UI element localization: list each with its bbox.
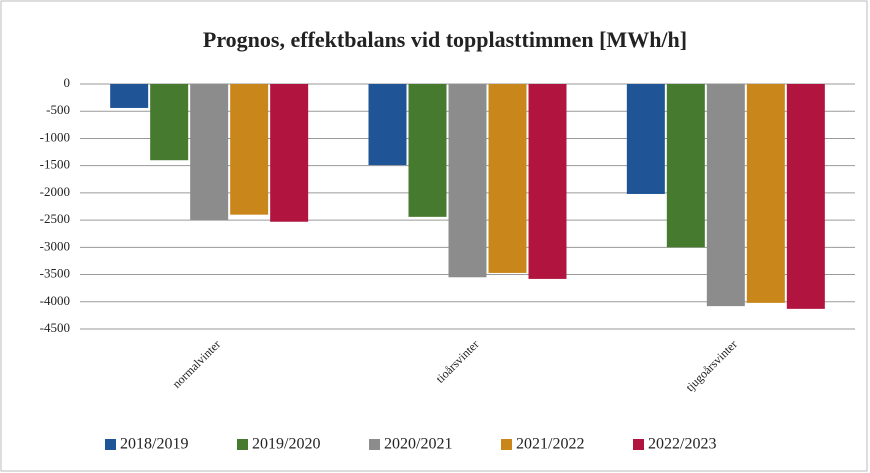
y-tick-label: -500 xyxy=(46,102,70,117)
y-tick-label: -2500 xyxy=(40,211,70,226)
legend-swatch xyxy=(633,439,644,450)
y-tick-label: -2000 xyxy=(40,184,70,199)
legend-label: 2021/2022 xyxy=(516,436,584,453)
y-tick-label: 0 xyxy=(64,75,71,90)
y-tick-label: -4500 xyxy=(40,320,70,335)
y-tick-label: -1500 xyxy=(40,157,70,172)
bar xyxy=(150,84,189,161)
legend-label: 2020/2021 xyxy=(384,436,452,453)
legend-label: 2019/2020 xyxy=(252,436,320,453)
bar xyxy=(626,84,665,194)
y-tick-label: -4000 xyxy=(40,293,70,308)
legend-label: 2018/2019 xyxy=(120,436,188,453)
legend-label: 2022/2023 xyxy=(648,436,716,453)
y-tick-label: -3000 xyxy=(40,238,70,253)
legend-swatch xyxy=(237,439,248,450)
bar xyxy=(408,84,447,217)
bar xyxy=(230,84,269,215)
bar xyxy=(110,84,149,108)
bar xyxy=(488,84,527,273)
legend-swatch xyxy=(501,439,512,450)
bar xyxy=(190,84,229,221)
chart-title: Prognos, effektbalans vid topplasttimmen… xyxy=(203,27,687,52)
bar xyxy=(666,84,705,248)
y-tick-label: -1000 xyxy=(40,129,70,144)
y-tick-label: -3500 xyxy=(40,266,70,281)
bar xyxy=(746,84,785,303)
bar xyxy=(368,84,407,166)
bar xyxy=(706,84,745,307)
bar xyxy=(270,84,309,222)
legend-swatch xyxy=(105,439,116,450)
bar xyxy=(448,84,487,278)
legend-swatch xyxy=(369,439,380,450)
bar xyxy=(786,84,825,309)
bar xyxy=(528,84,567,279)
